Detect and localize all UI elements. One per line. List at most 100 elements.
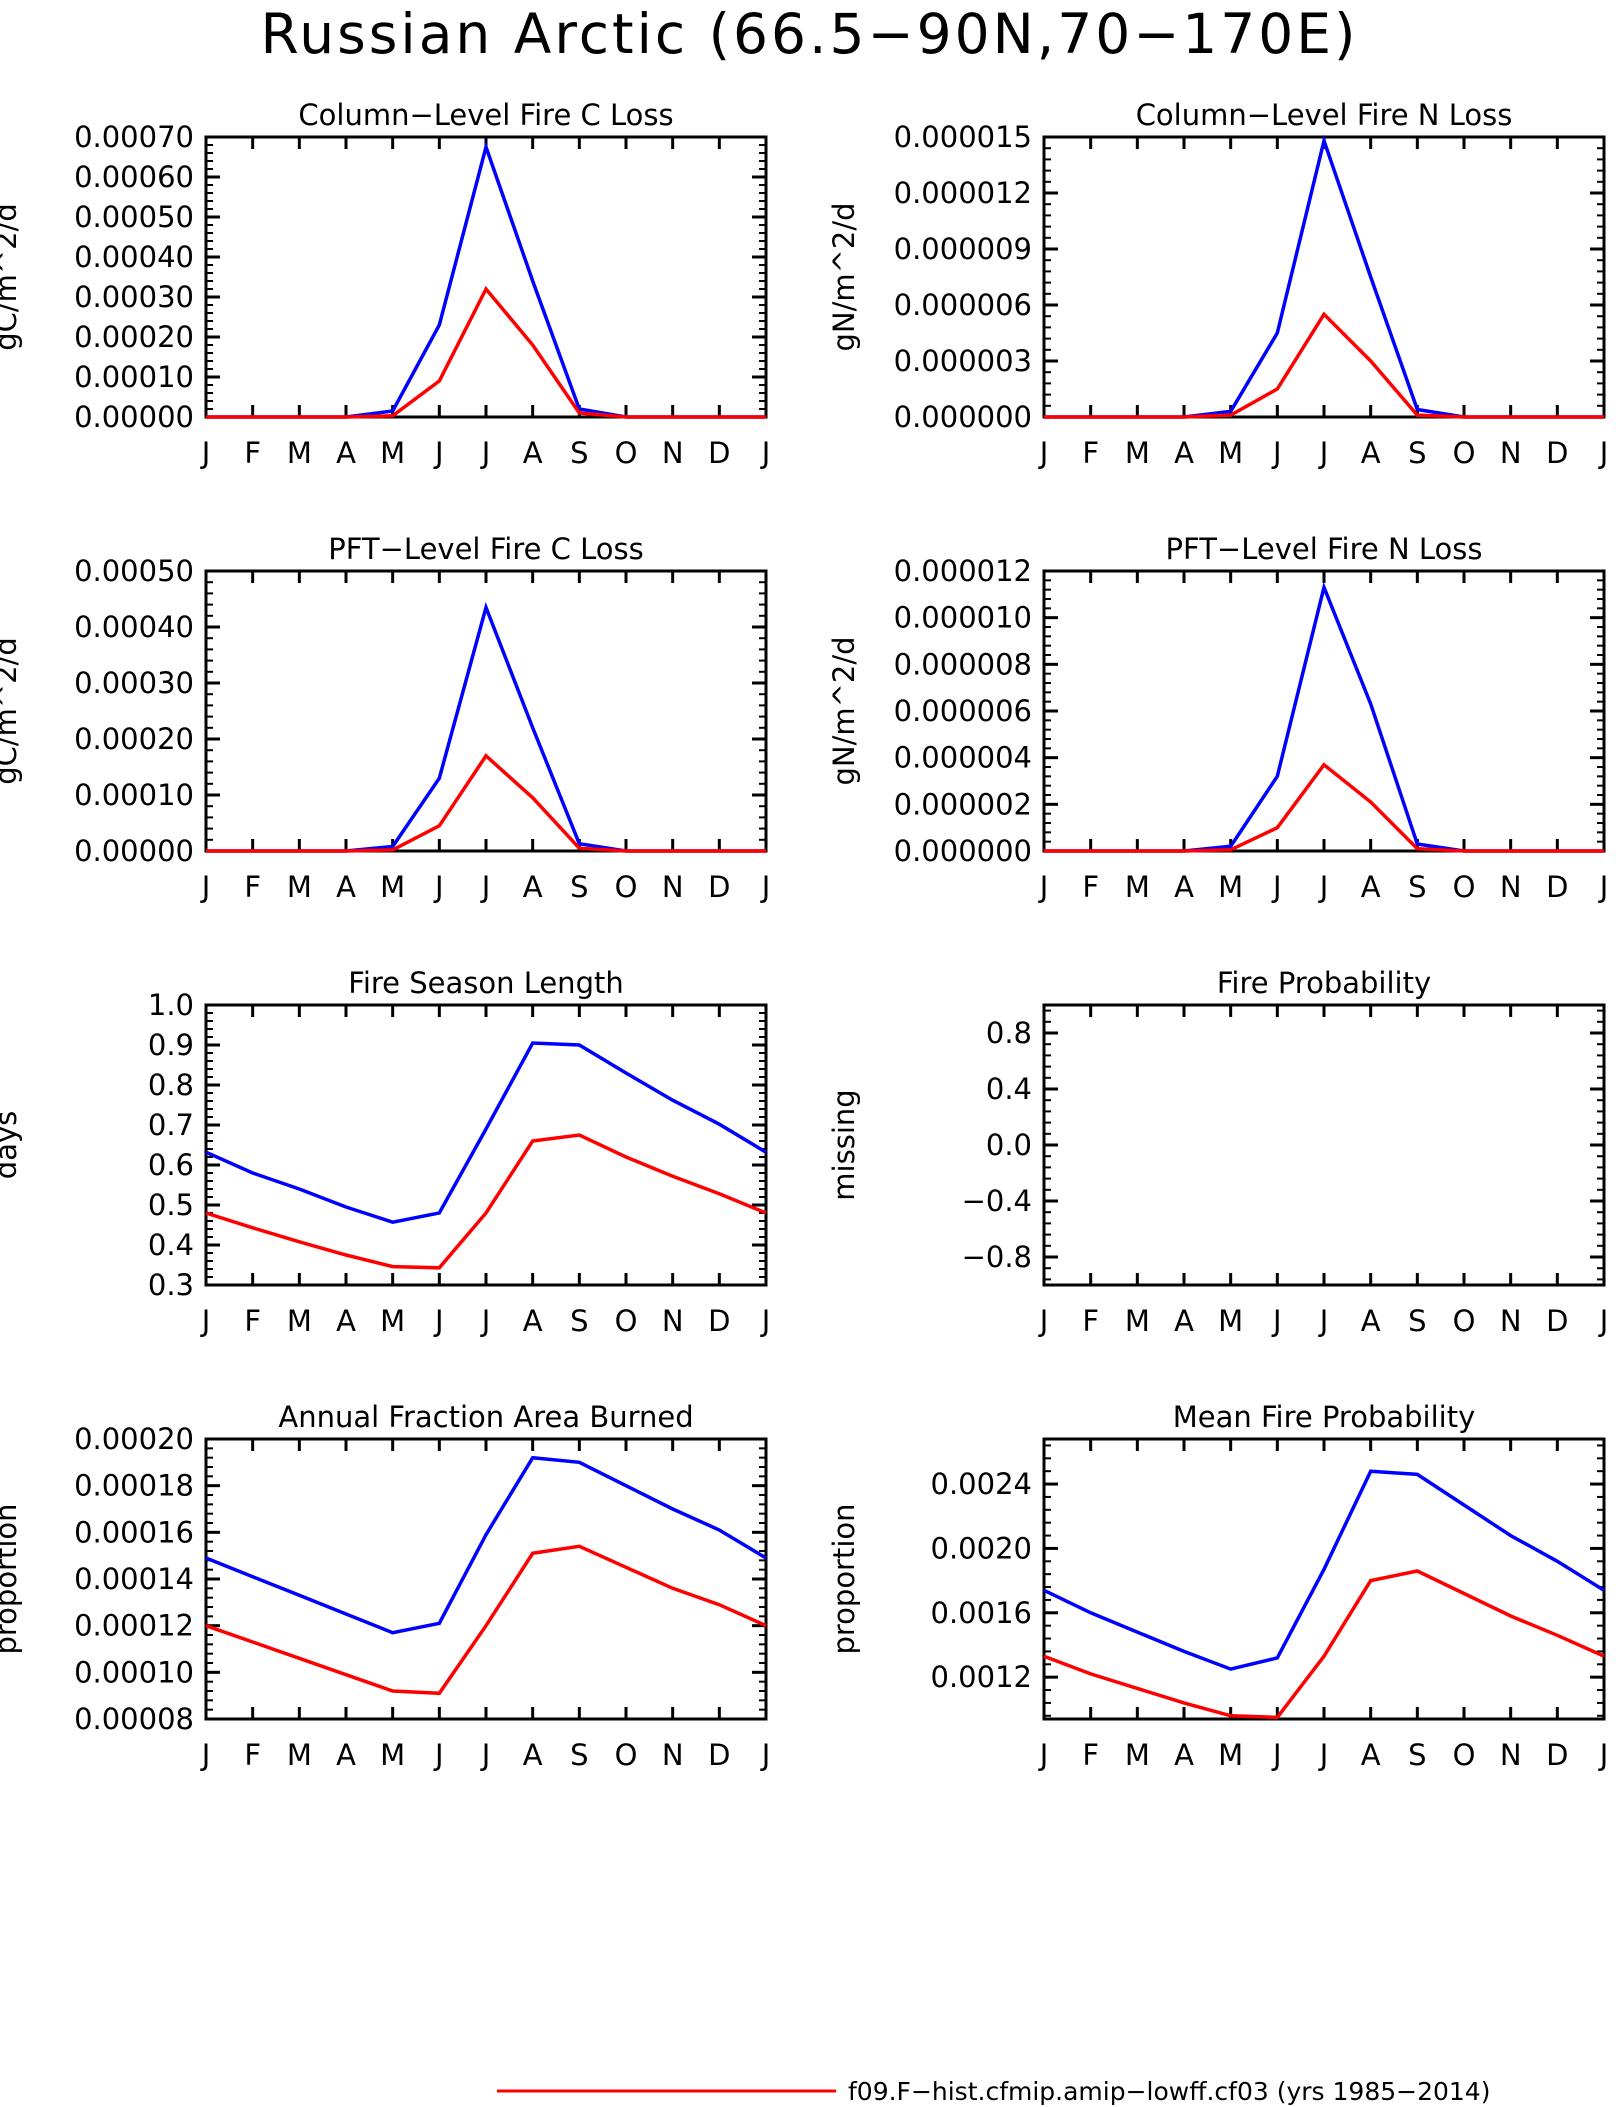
y-tick-label: 0.000002 [894, 787, 1032, 821]
x-tick-label: F [244, 870, 261, 904]
y-tick-label: 0.00020 [74, 320, 194, 354]
x-tick-label: J [433, 1304, 444, 1338]
y-tick-label: 0.00030 [74, 280, 194, 314]
y-tick-label: 0.00010 [74, 1655, 194, 1689]
x-tick-label: J [1271, 436, 1282, 470]
y-axis-label: gC/m^2/d [0, 203, 23, 351]
x-tick-label: N [662, 870, 684, 904]
x-tick-label: A [336, 1304, 356, 1338]
x-tick-label: M [1218, 870, 1243, 904]
y-tick-label: 0.000006 [894, 694, 1032, 728]
x-tick-label: A [1361, 1304, 1381, 1338]
x-tick-label: J [1598, 1738, 1609, 1772]
y-tick-label: 0.00010 [74, 360, 194, 394]
x-tick-label: A [523, 1304, 543, 1338]
y-axis-label: proportion [827, 1503, 861, 1654]
y-tick-label: 1.0 [148, 988, 194, 1022]
x-tick-label: J [200, 1738, 211, 1772]
y-tick-label: 0.0024 [931, 1467, 1032, 1501]
y-tick-label: 0.00040 [74, 610, 194, 644]
y-tick-label: 0.0 [986, 1128, 1032, 1162]
y-tick-label: 0.000009 [894, 232, 1032, 266]
x-tick-label: N [1500, 870, 1522, 904]
y-tick-label: 0.00012 [74, 1609, 194, 1643]
x-tick-label: M [1218, 1304, 1243, 1338]
y-tick-label: −0.8 [962, 1240, 1032, 1274]
x-tick-label: J [433, 870, 444, 904]
x-tick-label: N [662, 1304, 684, 1338]
x-tick-label: J [1598, 870, 1609, 904]
x-tick-label: A [336, 436, 356, 470]
x-tick-label: D [708, 870, 730, 904]
y-axis-label: gC/m^2/d [0, 637, 23, 785]
x-tick-label: J [760, 1738, 771, 1772]
series-line-1 [205, 1455, 767, 1635]
x-tick-label: A [1361, 436, 1381, 470]
series-line-2 [206, 753, 766, 853]
x-tick-label: N [662, 436, 684, 470]
y-tick-label: 0.0012 [931, 1660, 1032, 1694]
y-tick-label: 0.5 [148, 1188, 194, 1222]
y-tick-label: 0.8 [986, 1016, 1032, 1050]
y-tick-label: 0.000008 [894, 647, 1032, 681]
x-tick-label: J [1271, 870, 1282, 904]
x-tick-label: A [336, 1738, 356, 1772]
x-tick-label: A [1174, 870, 1194, 904]
x-tick-label: D [708, 1738, 730, 1772]
x-tick-label: J [200, 1304, 211, 1338]
x-tick-label: O [1453, 436, 1476, 470]
x-tick-label: J [1598, 436, 1609, 470]
y-tick-label: 0.00070 [74, 120, 194, 154]
y-tick-label: −0.4 [962, 1184, 1032, 1218]
y-tick-label: 0.00020 [74, 722, 194, 756]
y-tick-label: 0.6 [148, 1148, 194, 1182]
y-tick-label: 0.3 [148, 1268, 194, 1302]
x-tick-label: J [433, 436, 444, 470]
x-tick-label: J [1271, 1304, 1282, 1338]
y-tick-label: 0.000004 [894, 741, 1032, 775]
series-line-2 [205, 1544, 767, 1696]
x-tick-label: S [1408, 1304, 1426, 1338]
x-tick-label: D [1546, 436, 1568, 470]
y-tick-label: 0.00050 [74, 554, 194, 588]
x-tick-label: O [615, 1304, 638, 1338]
x-tick-label: D [1546, 1304, 1568, 1338]
y-tick-label: 0.000010 [894, 601, 1032, 635]
x-tick-label: M [1125, 870, 1150, 904]
y-tick-label: 0.0016 [931, 1596, 1032, 1630]
x-tick-label: J [200, 870, 211, 904]
x-tick-label: O [615, 870, 638, 904]
y-tick-label: 0.00010 [74, 778, 194, 812]
x-tick-label: M [1218, 1738, 1243, 1772]
chart-title: Annual Fraction Area Burned [278, 1400, 693, 1434]
y-tick-label: 0.000003 [894, 344, 1032, 378]
y-tick-label: 0.00020 [74, 1422, 194, 1456]
y-tick-label: 0.4 [148, 1228, 194, 1262]
y-tick-label: 0.00014 [74, 1562, 194, 1596]
y-tick-label: 0.000012 [894, 554, 1032, 588]
x-tick-label: D [708, 1304, 730, 1338]
y-tick-label: 0.00000 [74, 834, 194, 868]
x-tick-label: J [1271, 1738, 1282, 1772]
x-tick-label: S [570, 870, 588, 904]
x-tick-label: J [480, 1304, 491, 1338]
x-tick-label: M [380, 870, 405, 904]
x-tick-label: D [1546, 870, 1568, 904]
x-tick-label: S [570, 1738, 588, 1772]
chart-title: Mean Fire Probability [1173, 1400, 1476, 1434]
x-tick-label: D [708, 436, 730, 470]
x-tick-label: M [380, 436, 405, 470]
x-tick-label: F [1082, 870, 1099, 904]
y-tick-label: 0.00040 [74, 240, 194, 274]
x-tick-label: J [480, 436, 491, 470]
x-tick-label: F [1082, 1738, 1099, 1772]
y-tick-label: 0.00000 [74, 400, 194, 434]
y-tick-label: 0.00060 [74, 160, 194, 194]
x-tick-label: O [1453, 1738, 1476, 1772]
x-tick-label: M [287, 436, 312, 470]
